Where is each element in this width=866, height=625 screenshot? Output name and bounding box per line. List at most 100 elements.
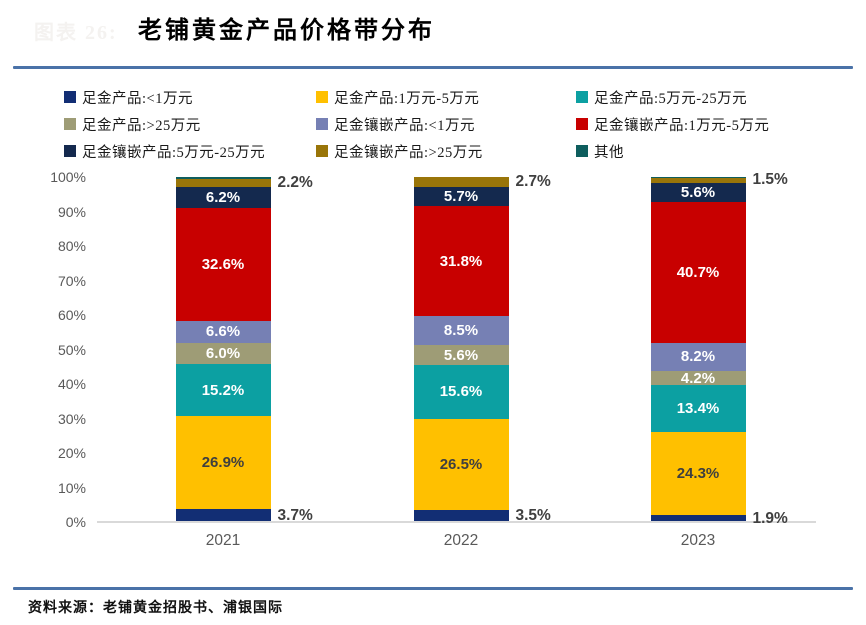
segment-value-label: 5.6% bbox=[443, 346, 479, 364]
legend-label: 其他 bbox=[594, 144, 624, 161]
segment bbox=[175, 177, 271, 180]
segment-value-label: 5.6% bbox=[680, 184, 716, 202]
legend-swatch-icon bbox=[576, 118, 588, 130]
segment: 26.5% bbox=[413, 418, 509, 510]
segment: 8.5% bbox=[413, 316, 509, 346]
legend-label: 足金产品:5万元-25万元 bbox=[594, 90, 748, 107]
y-axis-tick: 40% bbox=[57, 376, 86, 392]
legend-label: 足金镶嵌产品:>25万元 bbox=[334, 144, 483, 161]
segment-value-label: 15.6% bbox=[439, 383, 483, 401]
x-axis-label: 2023 bbox=[680, 532, 716, 549]
y-axis-tick: 90% bbox=[57, 203, 86, 220]
outside-value-label: 2.7% bbox=[515, 173, 551, 190]
legend-item: 足金产品:1万元-5万元 bbox=[316, 88, 576, 107]
legend-label: 足金镶嵌产品:<1万元 bbox=[334, 117, 475, 134]
segment bbox=[650, 515, 746, 522]
segment bbox=[175, 509, 271, 522]
figure-number-prefix: 图表 26: bbox=[34, 22, 118, 44]
chart-legend: 足金产品:<1万元 足金产品:1万元-5万元 足金产品:5万元-25万元足金产品:>… bbox=[64, 88, 834, 161]
segment: 6.0% bbox=[175, 343, 271, 365]
page-title: 老铺黄金产品价格带分布 bbox=[138, 18, 435, 44]
segment-value-label: 6.6% bbox=[205, 323, 241, 341]
segment-value-label: 26.5% bbox=[439, 455, 483, 473]
outside-value-label: 3.7% bbox=[277, 506, 313, 524]
segment: 15.6% bbox=[413, 364, 509, 419]
x-axis-label: 2022 bbox=[443, 532, 479, 549]
segment: 5.6% bbox=[650, 182, 746, 203]
legend-swatch-icon bbox=[316, 118, 328, 130]
legend-label: 足金产品:>25万元 bbox=[82, 117, 201, 134]
bar-2023: 24.3% 13.4% 4.2% 8.2% 40.7% 5.6% bbox=[650, 177, 746, 522]
segment bbox=[650, 177, 746, 183]
x-axis-line bbox=[97, 521, 816, 523]
legend-item: 足金产品:>25万元 bbox=[64, 115, 316, 134]
segment-value-label: 15.2% bbox=[201, 381, 245, 399]
x-axis-label: 2021 bbox=[205, 532, 241, 549]
legend-swatch-icon bbox=[576, 91, 588, 103]
segment: 5.6% bbox=[413, 345, 509, 365]
segment: 6.6% bbox=[175, 320, 271, 344]
source-note: 资料来源：老铺黄金招股书、浦银国际 bbox=[28, 601, 283, 616]
segment-value-label: 8.5% bbox=[443, 322, 479, 340]
segment: 13.4% bbox=[650, 385, 746, 432]
segment-value-label: 4.2% bbox=[680, 369, 716, 387]
segment: 24.3% bbox=[650, 431, 746, 516]
segment-value-label: 31.8% bbox=[439, 252, 483, 270]
legend-item: 足金镶嵌产品:<1万元 bbox=[316, 115, 576, 134]
segment: 26.9% bbox=[175, 416, 271, 510]
outside-value-label: 1.9% bbox=[752, 509, 788, 527]
legend-label: 足金产品:<1万元 bbox=[82, 90, 193, 107]
legend-label: 足金产品:1万元-5万元 bbox=[334, 90, 480, 107]
legend-swatch-icon bbox=[316, 91, 328, 103]
header-divider bbox=[13, 66, 853, 69]
legend-label: 足金镶嵌产品:1万元-5万元 bbox=[594, 117, 770, 134]
segment bbox=[650, 177, 746, 178]
legend-item: 足金镶嵌产品:5万元-25万元 bbox=[64, 142, 316, 161]
y-axis-tick: 50% bbox=[57, 341, 86, 358]
y-axis-tick: 100% bbox=[50, 169, 86, 185]
y-axis-tick: 10% bbox=[57, 479, 86, 496]
legend-swatch-icon bbox=[64, 118, 76, 130]
segment: 32.6% bbox=[175, 208, 271, 321]
legend-item: 足金镶嵌产品:1万元-5万元 bbox=[576, 115, 816, 134]
legend-swatch-icon bbox=[64, 145, 76, 157]
y-axis-tick: 80% bbox=[57, 238, 86, 254]
segment-value-label: 5.7% bbox=[443, 188, 479, 206]
segment-value-label: 32.6% bbox=[201, 255, 245, 273]
legend-swatch-icon bbox=[64, 91, 76, 103]
y-axis-tick: 70% bbox=[57, 272, 86, 289]
outside-value-label: 2.2% bbox=[277, 173, 313, 191]
outside-value-label: 1.5% bbox=[752, 171, 788, 189]
legend-label: 足金镶嵌产品:5万元-25万元 bbox=[82, 144, 266, 161]
segment: 4.2% bbox=[650, 369, 746, 387]
segment-value-label: 6.2% bbox=[205, 188, 241, 206]
segment bbox=[413, 509, 509, 522]
segment-value-label: 8.2% bbox=[680, 348, 716, 366]
segment: 40.7% bbox=[650, 202, 746, 343]
legend-item: 足金产品:5万元-25万元 bbox=[576, 88, 816, 107]
legend-item: 其他 bbox=[576, 142, 816, 161]
y-axis-tick: 30% bbox=[57, 410, 86, 427]
segment: 5.7% bbox=[413, 186, 509, 207]
bar-2021: 26.9% 15.2% 6.0% 6.6% 32.6% 6.2% bbox=[175, 177, 271, 522]
segment-value-label: 26.9% bbox=[201, 454, 245, 472]
segment: 6.2% bbox=[175, 186, 271, 209]
segment-value-label: 24.3% bbox=[676, 465, 720, 483]
y-axis-tick: 60% bbox=[57, 307, 86, 323]
segment: 31.8% bbox=[413, 206, 509, 317]
segment-value-label: 6.0% bbox=[205, 345, 241, 363]
segment: 8.2% bbox=[650, 342, 746, 371]
outside-value-label: 3.5% bbox=[515, 506, 551, 524]
plot-area: 26.9% 15.2% 6.0% 6.6% 32.6% 6.2% 26.5% 15.6% 5.6… bbox=[97, 177, 812, 522]
legend-swatch-icon bbox=[316, 145, 328, 157]
segment bbox=[175, 179, 271, 187]
segment-value-label: 40.7% bbox=[676, 263, 720, 281]
legend-swatch-icon bbox=[576, 145, 588, 157]
y-axis-tick: 0% bbox=[65, 514, 86, 530]
legend-item: 足金产品:<1万元 bbox=[64, 88, 316, 107]
legend-item: 足金镶嵌产品:>25万元 bbox=[316, 142, 576, 161]
segment: 15.2% bbox=[175, 364, 271, 417]
segment bbox=[413, 177, 509, 187]
segment-value-label: 13.4% bbox=[676, 400, 720, 418]
